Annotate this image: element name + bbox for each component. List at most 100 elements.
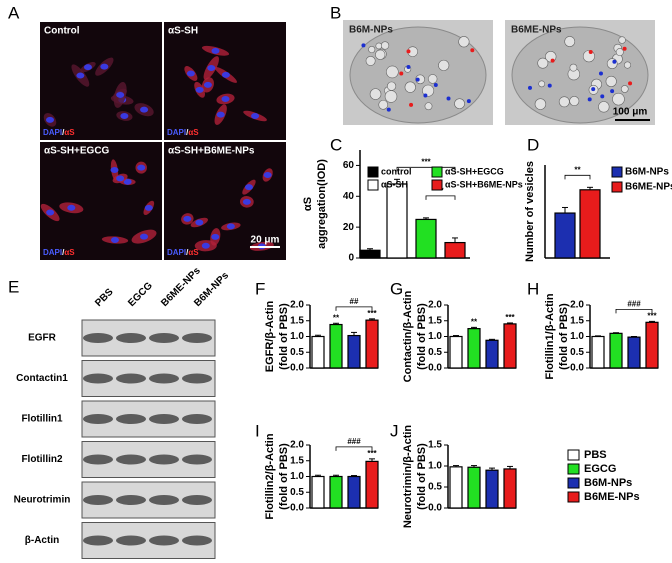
vesicle — [569, 63, 578, 72]
legend-label: EGCG — [584, 463, 616, 475]
y-tick-label: 60 — [343, 160, 355, 171]
blot-band — [149, 414, 179, 424]
significance: *** — [367, 449, 377, 458]
marker — [598, 71, 603, 76]
scale-label: 20 μm — [251, 235, 280, 246]
vesicle — [375, 42, 383, 50]
nucleus — [123, 178, 132, 185]
nucleus — [83, 64, 92, 71]
marker — [406, 65, 411, 70]
lane-label: PBS — [93, 286, 116, 309]
vesicle — [538, 80, 546, 88]
legend-swatch — [367, 166, 379, 178]
marker — [591, 87, 596, 92]
legend-swatch — [431, 179, 443, 191]
protein-label: Flotillin1 — [21, 414, 63, 425]
y-tick-label: 1.0 — [570, 331, 584, 342]
blot-band — [116, 414, 146, 424]
protein-label: β-Actin — [25, 535, 59, 546]
y-tick-label: 0.5 — [290, 347, 304, 358]
nucleus — [201, 242, 210, 249]
nucleus — [216, 111, 225, 118]
nucleus — [137, 164, 146, 171]
bar — [645, 321, 659, 369]
y-tick-label: 1.5 — [428, 315, 442, 326]
micrograph — [164, 22, 286, 140]
legend-label: B6ME-NPs — [584, 491, 640, 503]
marker — [423, 93, 428, 98]
bar — [467, 466, 481, 509]
micrograph-title: αS-SH — [168, 26, 198, 37]
blot-band — [149, 373, 179, 384]
protein-label: Neurotrimin — [14, 495, 71, 506]
micrograph-title: αS-SH+B6ME-NPs — [168, 146, 255, 157]
y-tick-label: 40 — [343, 191, 355, 202]
vesicle — [618, 36, 626, 44]
bracket — [564, 174, 591, 180]
nucleus — [140, 233, 149, 240]
marker — [406, 49, 411, 54]
y-tick-label: 0.0 — [428, 503, 442, 514]
bar — [365, 460, 379, 509]
nucleus — [207, 64, 216, 71]
stain-part: / — [186, 248, 189, 257]
y-axis-label: (fold of PBS) — [416, 443, 428, 510]
legend-label: B6M-NPs — [584, 477, 632, 489]
y-tick-label: 1.0 — [428, 331, 442, 342]
nucleus — [46, 209, 55, 216]
significance: *** — [647, 311, 657, 320]
blot-band — [182, 373, 212, 384]
marker — [527, 85, 532, 90]
vesicle — [606, 58, 618, 70]
bracket — [396, 166, 456, 172]
y-tick-label: 1.0 — [290, 471, 304, 482]
y-axis-label: (fold of PBS) — [278, 443, 290, 510]
bar — [449, 466, 463, 509]
bar — [579, 189, 601, 259]
vesicle — [438, 59, 450, 71]
marker — [612, 59, 617, 64]
vesicle — [564, 36, 576, 47]
y-tick-label: 0.5 — [428, 482, 442, 493]
stain-part: / — [186, 128, 189, 137]
y-tick-label: 1.0 — [290, 331, 304, 342]
stain-part: / — [62, 248, 65, 257]
marker — [386, 107, 391, 112]
significance: ** — [333, 313, 340, 322]
vesicle — [380, 41, 390, 50]
bar — [329, 475, 343, 509]
marker — [399, 71, 404, 76]
vesicle — [368, 45, 376, 54]
legend-swatch — [567, 463, 580, 475]
nucleus — [144, 204, 153, 211]
nucleus — [221, 96, 230, 103]
legend-swatch — [611, 181, 623, 193]
y-tick-label: 2.0 — [428, 300, 442, 311]
stain-part: αS — [64, 248, 75, 257]
vesicle — [427, 74, 438, 84]
y-axis-label: (fold of PBS) — [278, 303, 290, 370]
stain-label: DAPI/αS — [167, 248, 199, 257]
vesicle — [620, 85, 629, 93]
stain-part: αS — [64, 128, 75, 137]
panel-label: E — [8, 277, 19, 296]
blot-band — [149, 495, 179, 505]
bar — [359, 249, 381, 259]
stain-part: DAPI — [167, 128, 186, 137]
y-tick-label: 0.0 — [290, 363, 304, 374]
vesicle — [558, 96, 570, 108]
lane-label: EGCG — [126, 280, 155, 309]
blot-band — [149, 535, 179, 546]
bar — [311, 475, 325, 509]
nucleus — [203, 81, 212, 88]
micrograph — [40, 22, 162, 140]
legend-label: αS-SH — [381, 179, 408, 189]
y-tick-label: 2.0 — [570, 300, 584, 311]
bar — [485, 339, 499, 369]
vesicle — [534, 98, 547, 110]
significance: ** — [471, 317, 478, 326]
nucleus — [110, 236, 119, 243]
bar — [591, 335, 605, 369]
blot-band — [182, 414, 212, 424]
panel-label: A — [8, 3, 20, 22]
